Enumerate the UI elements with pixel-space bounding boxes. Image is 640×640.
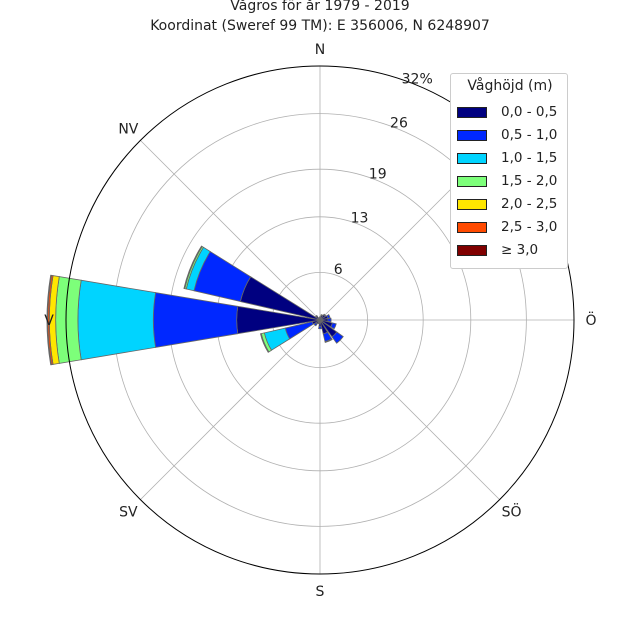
radial-tick-label: 19 bbox=[369, 167, 387, 183]
wedge-V-bin-6 bbox=[46, 274, 52, 366]
grid-spoke bbox=[140, 319, 321, 500]
legend-item: 1,5 - 2,0 bbox=[457, 171, 557, 191]
legend-swatch bbox=[457, 244, 487, 256]
legend-title: Våghöjd (m) bbox=[467, 78, 553, 94]
legend-item: 0,5 - 1,0 bbox=[457, 125, 557, 145]
wedge-ÖNÖ-bin-1 bbox=[326, 313, 331, 319]
wedge-V-bin-2 bbox=[77, 279, 157, 361]
wedge-VSV-bin-4 bbox=[259, 333, 270, 353]
wedge-ÖSÖ-bin-1 bbox=[330, 322, 337, 330]
wedge-SSÖ-bin-2 bbox=[324, 338, 333, 343]
direction-label-NV: NV bbox=[118, 121, 138, 137]
legend-label: ≥ 3,0 bbox=[501, 242, 539, 258]
radial-tick-label: 32% bbox=[402, 71, 433, 87]
chart-subtitle: Koordinat (Sweref 99 TM): E 356006, N 62… bbox=[150, 18, 490, 34]
outer-circle bbox=[65, 65, 575, 575]
direction-label-SÖ: SÖ bbox=[502, 503, 522, 521]
direction-label-S: S bbox=[316, 584, 325, 600]
radial-tick-label: 26 bbox=[390, 115, 408, 131]
wedge-SÖ-bin-1 bbox=[331, 331, 344, 344]
direction-label-SV: SV bbox=[119, 505, 138, 521]
wedge-NÖ-bin-1 bbox=[323, 313, 327, 317]
legend-label: 0,5 - 1,0 bbox=[501, 127, 558, 143]
direction-label-N: N bbox=[315, 42, 325, 58]
wedge-VNV-bin-4 bbox=[183, 245, 203, 290]
grid-spoke bbox=[140, 140, 321, 321]
direction-label-V: V bbox=[44, 313, 54, 329]
legend-item: 1,0 - 1,5 bbox=[457, 148, 557, 168]
legend-label: 2,5 - 3,0 bbox=[501, 219, 558, 235]
direction-label-Ö: Ö bbox=[585, 311, 596, 329]
wedge-S-bin-1 bbox=[318, 325, 322, 330]
legend-label: 1,0 - 1,5 bbox=[501, 150, 558, 166]
legend-item: 0,0 - 0,5 bbox=[457, 102, 557, 122]
radial-tick-label: 6 bbox=[334, 262, 343, 278]
wedge-Ö-bin-1 bbox=[327, 317, 332, 323]
wedge-NNV-bin-0 bbox=[318, 317, 321, 321]
legend-item: 2,5 - 3,0 bbox=[457, 217, 557, 237]
wedge-V-bin-3 bbox=[55, 276, 82, 364]
legend: Våghöjd (m) 0,0 - 0,5 0,5 - 1,0 1,0 - 1,… bbox=[450, 73, 568, 269]
legend-swatch bbox=[457, 129, 487, 141]
legend-label: 2,0 - 2,5 bbox=[501, 196, 558, 212]
radial-tick-label: 13 bbox=[351, 211, 369, 227]
legend-swatch bbox=[457, 152, 487, 164]
legend-swatch bbox=[457, 175, 487, 187]
legend-swatch bbox=[457, 106, 487, 118]
legend-swatch bbox=[457, 198, 487, 210]
legend-item: ≥ 3,0 bbox=[457, 240, 538, 260]
wedge-NV-bin-1 bbox=[314, 314, 318, 318]
legend-item: 2,0 - 2,5 bbox=[457, 194, 557, 214]
wedge-V-bin-1 bbox=[152, 292, 239, 348]
grid-spoke bbox=[319, 319, 500, 500]
chart-title: Vågros för år 1979 - 2019 bbox=[230, 0, 410, 14]
wedge-SV-bin-1 bbox=[313, 322, 318, 327]
legend-label: 0,0 - 0,5 bbox=[501, 104, 558, 120]
legend-swatch bbox=[457, 221, 487, 233]
legend-label: 1,5 - 2,0 bbox=[501, 173, 558, 189]
